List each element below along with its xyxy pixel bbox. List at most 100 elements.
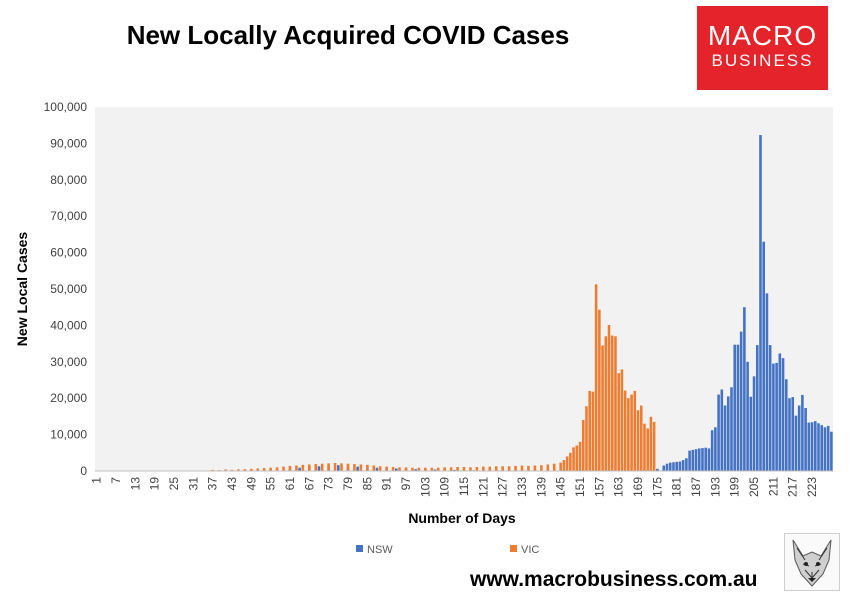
vic-bar [404,467,408,471]
x-tick-label: 121 [476,477,490,497]
nsw-bar [685,458,688,471]
nsw-bar [775,362,778,471]
vic-bar [378,466,382,471]
y-tick-label: 100,000 [44,100,88,114]
x-tick-label: 25 [167,477,181,491]
vic-bar [607,325,611,471]
vic-bar [385,466,388,471]
nsw-bar [736,344,740,471]
vic-bar [575,445,579,471]
vic-bar [594,284,598,471]
x-tick-label: 145 [554,477,568,497]
vic-bar [578,441,582,471]
x-tick-label: 91 [380,477,394,491]
vic-bar [237,469,240,471]
x-tick-label: 73 [322,477,336,491]
vic-bar [546,464,550,471]
x-tick-label: 61 [283,477,297,491]
vic-bar [591,391,595,471]
vic-bar [411,467,414,471]
vic-bar [475,467,479,471]
vic-bar [398,467,401,471]
nsw-bar [743,307,746,471]
y-tick-label: 0 [80,464,87,478]
vic-bar [633,390,637,471]
vic-bar [482,466,485,471]
vic-bar [269,467,272,471]
nsw-bar [817,423,820,471]
vic-bar [636,410,640,471]
y-tick-label: 60,000 [50,246,87,260]
y-tick-label: 20,000 [50,391,87,405]
nsw-bar [768,345,772,471]
nsw-bar [317,466,321,471]
macrobusiness-logo: MACRO BUSINESS [697,6,828,90]
nsw-bar [726,396,730,471]
vic-bar [617,373,620,471]
x-tick-label: 193 [708,477,722,497]
nsw-bar [681,460,685,471]
nsw-bar [710,430,714,471]
nsw-bar [688,450,691,471]
x-tick-label: 151 [573,477,587,497]
vic-bar [601,345,604,471]
vic-bar [581,420,585,471]
vic-bar [211,469,214,471]
legend-vic-label: VIC [521,544,539,556]
nsw-bar [672,462,675,471]
vic-bar [262,468,266,471]
nsw-bar [356,466,359,471]
nsw-bar [801,394,804,471]
vic-bar [359,464,363,471]
x-tick-label: 187 [689,477,703,497]
x-axis-label: Number of Days [408,510,516,526]
vic-bar [569,452,572,471]
nsw-bar [694,449,698,471]
vic-bar [646,428,649,471]
vic-bar [643,423,646,471]
nsw-bar [730,387,733,471]
vic-bar [391,467,395,471]
vic-bar [424,467,427,471]
nsw-bar [717,394,720,471]
vic-bar [469,467,472,471]
vic-bar [533,465,537,471]
vic-bar [610,335,614,471]
vic-bar [256,468,260,471]
nsw-bar [746,361,749,471]
nsw-bar [784,379,788,471]
y-axis-ticks: 0 10,000 20,000 30,000 40,000 50,000 60,000 70,… [44,100,88,478]
nsw-bar [823,427,827,471]
x-axis-ticks: 1 7 13 19 25 31 37 43 49 55 61 67 73 79 85 91 97 103 109 11… [90,477,819,497]
nsw-bar [778,353,782,471]
vic-bar [366,464,369,471]
nsw-bars [211,135,833,471]
vic-bar [295,465,298,471]
nsw-bar [804,408,807,471]
y-tick-label: 70,000 [50,209,87,223]
x-tick-label: 133 [515,477,529,497]
vic-bar [627,398,630,471]
nsw-bar [720,389,724,471]
vic-bar [620,369,624,471]
x-tick-label: 169 [631,477,645,497]
legend-nsw-label: NSW [367,544,393,556]
vic-bar [614,336,617,471]
nsw-bar [697,448,701,471]
nsw-bar [298,467,301,471]
nsw-bar [781,358,785,471]
vic-bar [456,467,459,471]
vic-bar [559,462,562,471]
x-tick-label: 217 [786,477,800,497]
vic-bar [340,463,343,471]
nsw-bar [691,449,695,471]
vic-bar [301,464,305,471]
y-tick-label: 40,000 [50,318,87,332]
nsw-bar [414,469,417,471]
x-tick-label: 55 [264,477,278,491]
x-tick-label: 109 [438,477,452,497]
nsw-bar [788,398,791,471]
x-tick-label: 181 [670,477,684,497]
nsw-bar [375,467,379,471]
vic-bar [507,466,511,471]
